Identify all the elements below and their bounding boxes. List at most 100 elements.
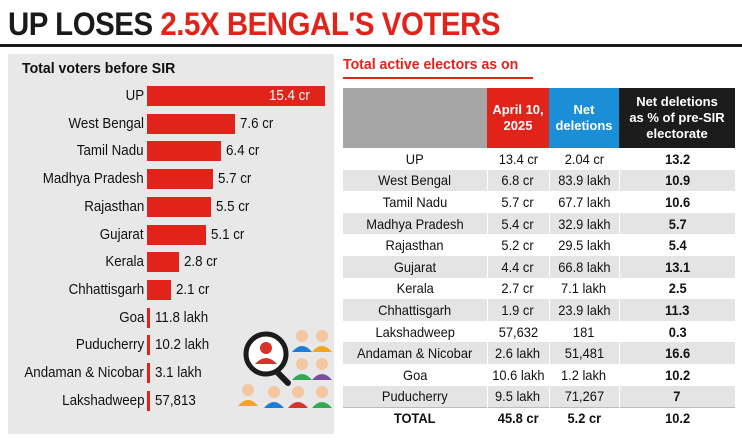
bar-category-label: Goa: [118, 309, 144, 326]
bar-row: Goa 11.8 lakh: [8, 307, 334, 329]
cell-state: Gujarat: [343, 255, 488, 278]
cell-april-text: 1.9 cr: [501, 301, 535, 318]
table-row: Tamil Nadu 5.7 cr 67.7 lakh 10.6: [343, 191, 735, 213]
cell-net-deletions-text: 83.9 lakh: [557, 172, 611, 189]
cell-april: 5.2 cr: [487, 234, 550, 256]
cell-pct: 5.7: [619, 212, 735, 235]
cell-pct: 13.2: [619, 148, 735, 170]
cell-pct: 10.2: [619, 363, 735, 386]
cell-pct: 10.6: [619, 191, 735, 213]
bar-row: Puducherry 10.2 lakh: [8, 334, 334, 356]
cell-april: 5.7 cr: [487, 191, 550, 213]
headline-rule: [0, 44, 742, 47]
cell-april: 13.4 cr: [487, 148, 550, 170]
total-cell-net-deletions-text: 5.2 cr: [567, 410, 601, 427]
bar-value-label: 15.4 cr: [269, 88, 310, 104]
cell-april-text: 4.4 cr: [501, 258, 535, 275]
cell-state: Goa: [343, 363, 488, 386]
header-april: April 10, 2025: [487, 88, 549, 148]
cell-net-deletions: 51,481: [549, 342, 620, 364]
cell-pct-text: 11.3: [665, 301, 690, 318]
cell-april-text: 13.4 cr: [498, 150, 538, 167]
cell-state-text: Andaman & Nicobar: [357, 345, 473, 362]
cell-net-deletions: 7.1 lakh: [549, 277, 620, 300]
cell-april: 2.7 cr: [487, 277, 550, 300]
cell-april: 5.4 cr: [487, 212, 550, 235]
cell-april-text: 10.6 lakh: [491, 366, 545, 383]
cell-april-text: 2.6 lakh: [495, 345, 541, 362]
table-row: UP 13.4 cr 2.04 cr 13.2: [343, 148, 735, 170]
cell-net-deletions: 66.8 lakh: [549, 255, 620, 278]
bar-category-label: Tamil Nadu: [77, 143, 144, 160]
cell-pct-text: 0.3: [668, 323, 687, 340]
cell-net-deletions-text: 1.2 lakh: [561, 366, 607, 383]
table-row: Puducherry 9.5 lakh 71,267 7: [343, 385, 735, 408]
bar-category-label: UP: [125, 88, 144, 104]
bar-row: Gujarat 5.1 cr: [8, 224, 334, 246]
header-pct: Net deletions as % of pre-SIR electorate: [619, 88, 735, 148]
cell-state: Tamil Nadu: [343, 191, 488, 213]
cell-net-deletions: 67.7 lakh: [549, 191, 620, 213]
bar-value-label: 3.1 lakh: [155, 365, 202, 381]
cell-april-text: 2.7 cr: [501, 280, 535, 297]
cell-net-deletions-text: 51,481: [564, 345, 604, 362]
cell-april-text: 9.5 lakh: [495, 388, 541, 405]
cell-net-deletions: 32.9 lakh: [549, 212, 620, 235]
bar-value-label: 6.4 cr: [225, 143, 260, 160]
header-net-line1: Net: [573, 102, 595, 117]
total-cell-state-text: TOTAL: [393, 410, 436, 427]
bar-row: Andaman & Nicobar 3.1 lakh: [8, 362, 334, 384]
header-pct-line3: electorate: [646, 126, 708, 141]
cell-net-deletions: 29.5 lakh: [549, 234, 620, 256]
bar-row: Rajasthan 5.5 cr: [8, 196, 334, 218]
cell-pct-text: 16.6: [664, 345, 690, 362]
bar-value-label: 5.5 cr: [215, 198, 249, 215]
cell-april-text: 6.8 cr: [501, 172, 535, 189]
crowd-icon: [238, 330, 332, 408]
cell-pct-text: 7: [673, 388, 681, 405]
header-net-deletions: Net deletions: [549, 88, 619, 148]
table-row: Chhattisgarh 1.9 cr 23.9 lakh 11.3: [343, 299, 735, 321]
cell-net-deletions-text: 7.1 lakh: [561, 280, 607, 297]
cell-state-text: Tamil Nadu: [382, 193, 447, 210]
cell-pct-text: 5.4: [668, 237, 687, 254]
header-pct-line2: as % of pre-SIR: [629, 110, 725, 125]
total-cell-state: TOTAL: [343, 406, 488, 429]
bar: [147, 141, 221, 162]
headline-part2: 2.5X BENGAL'S VOTERS: [160, 6, 501, 42]
header-april-line1: April 10,: [492, 102, 544, 117]
cell-net-deletions-text: 23.9 lakh: [557, 301, 611, 318]
cell-april: 2.6 lakh: [487, 342, 550, 364]
cell-state: Madhya Pradesh: [343, 212, 488, 235]
cell-pct: 13.1: [619, 255, 735, 278]
cell-pct-text: 13.2: [664, 150, 690, 167]
bar-value-label: 7.6 cr: [239, 115, 274, 132]
cell-pct: 10.9: [619, 169, 735, 192]
total-cell-pct: 10.2: [619, 406, 735, 429]
bar: [147, 113, 235, 134]
cell-april-text: 5.4 cr: [501, 215, 535, 232]
bar-category-label: Gujarat: [100, 226, 144, 243]
bar: [147, 252, 180, 273]
bar-value-label: 10.2 lakh: [155, 337, 210, 354]
bar-row: Madhya Pradesh 5.7 cr: [8, 168, 334, 190]
bar-value-label: 5.7 cr: [217, 171, 252, 188]
cell-april: 57,632: [487, 320, 550, 343]
cell-state: Andaman & Nicobar: [343, 342, 488, 364]
cell-april: 1.9 cr: [487, 299, 550, 321]
cell-net-deletions-text: 67.7 lakh: [557, 193, 611, 210]
cell-net-deletions-text: 2.04 cr: [564, 150, 604, 167]
cell-april-text: 5.7 cr: [501, 193, 535, 210]
table-body: UP 13.4 cr 2.04 cr 13.2 West Bengal 6.8 cr 83.…: [343, 148, 735, 429]
bar-category-label: Andaman & Nicobar: [24, 365, 144, 381]
cell-pct-text: 10.6: [664, 193, 690, 210]
bar: [147, 335, 150, 356]
right-title-underline: [343, 77, 533, 79]
total-cell-april: 45.8 cr: [487, 406, 550, 429]
headline-part1: UP LOSES: [8, 6, 161, 42]
cell-state-text: UP: [405, 150, 424, 167]
bar-category-label: Rajasthan: [83, 198, 144, 215]
cell-state-text: Puducherry: [381, 388, 448, 405]
cell-state-text: Gujarat: [393, 258, 436, 275]
cell-net-deletions: 1.2 lakh: [549, 363, 620, 386]
